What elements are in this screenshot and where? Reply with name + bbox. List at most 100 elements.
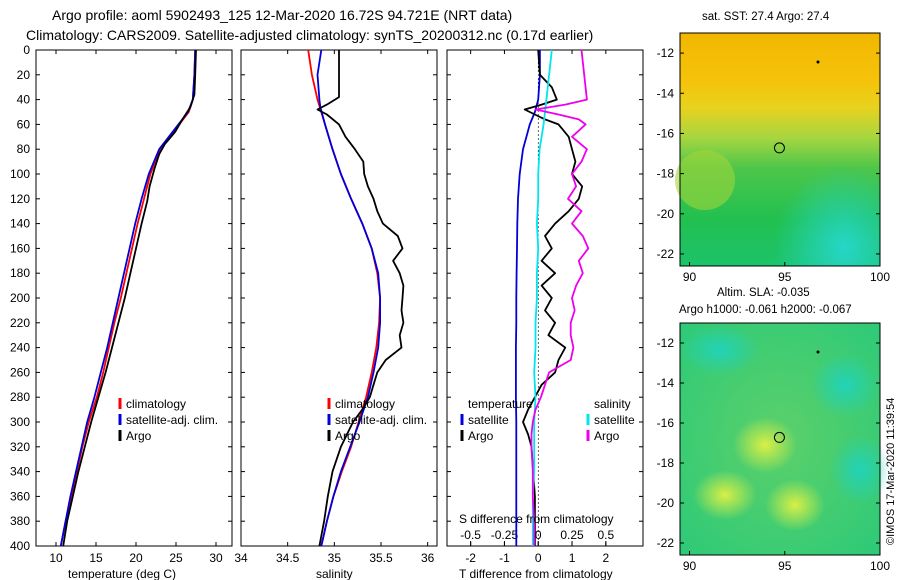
- temperature-legend: climatology satellite-adj. clim. Argo: [118, 397, 218, 443]
- depth-tick-label: 280: [10, 390, 30, 404]
- panel-temperature-frame: [35, 49, 233, 547]
- map-y-tick-label: -16: [657, 126, 675, 140]
- map-y-tick-label: -22: [657, 536, 675, 550]
- depth-tick-label: 40: [17, 93, 31, 107]
- map-y-tick-label: -18: [657, 456, 675, 470]
- temperature-argo-line: [62, 49, 197, 547]
- panel-temperature: 0204060801001201401601802002202402602803…: [10, 43, 643, 580]
- depth-tick-label: 140: [10, 217, 30, 231]
- salinity-xlabel: salinity: [316, 567, 353, 580]
- difference-salinity-satellite-line: [531, 49, 553, 546]
- x-tick-label: 15: [89, 551, 103, 565]
- legend-salinity-heading: salinity: [594, 397, 631, 411]
- sla-map: Altim. SLA: -0.035 Argo h1000: -0.061 h2…: [657, 287, 891, 573]
- temperature-satellite-adj-clim--line: [59, 49, 197, 547]
- map-y-tick-label: -22: [657, 247, 675, 261]
- x-tick-label: 30: [209, 551, 223, 565]
- map-x-tick-label: 100: [870, 559, 890, 573]
- salinity-argo-line: [316, 50, 405, 547]
- x-tick-label: 35: [328, 551, 342, 565]
- x-tick-label: 35.5: [369, 551, 393, 565]
- difference-legend: temperature satellite Argo salinity sate…: [460, 397, 635, 443]
- depth-tick-label: 200: [10, 291, 30, 305]
- depth-tick-label: 120: [10, 192, 30, 206]
- sla-map-subtitle: Argo h1000: -0.061 h2000: -0.067: [679, 304, 852, 316]
- legend-climatology-label: climatology: [126, 397, 186, 411]
- legend-t-satellite-label: satellite: [468, 413, 509, 427]
- sst-map-island: [816, 60, 820, 64]
- x-tick-label: 34: [234, 551, 248, 565]
- panel-difference: -2 -1 0 1 2 -0.5 -0.25 0 0.25 0.5 T difference f…: [446, 49, 644, 580]
- salinity-satellite-adj-clim--line: [316, 49, 382, 547]
- map-y-tick-label: -14: [657, 86, 675, 100]
- sst-map-frame: [679, 32, 881, 267]
- map-x-tick-label: 95: [778, 559, 792, 573]
- legend-t-argo-label: Argo: [468, 429, 494, 443]
- s-tick-label: -0.25: [491, 528, 519, 542]
- legend-temperature-heading: temperature: [468, 397, 533, 411]
- sla-map-field-blob: [733, 417, 797, 473]
- sla-map-field-blob: [680, 325, 760, 375]
- temperature-x-axis: 10 15 20 25 30: [49, 50, 223, 565]
- difference-xlabel: T difference from climatology: [459, 567, 613, 580]
- salinity-climatology-line: [307, 49, 382, 547]
- legend-argo-label: Argo: [335, 429, 361, 443]
- difference-x-axis: -2 -1 0 1 2: [465, 50, 609, 565]
- depth-tick-label: 220: [10, 316, 30, 330]
- imos-credit: ©IMOS 17-Mar-2020 11:39:54: [885, 398, 897, 545]
- depth-tick-label: 380: [10, 514, 30, 528]
- sst-map-axes: -12 -14 -16 -18 -20 -22 90 95 100: [657, 46, 891, 284]
- map-y-tick-label: -12: [657, 336, 675, 350]
- depth-tick-label: 340: [10, 465, 30, 479]
- sla-map-frame: [679, 322, 881, 556]
- x-tick-label: 1: [569, 551, 576, 565]
- sla-map-title: Altim. SLA: -0.035: [717, 287, 810, 299]
- depth-tick-label: 180: [10, 266, 30, 280]
- legend-argo-label: Argo: [126, 429, 152, 443]
- sla-map-field-blob: [693, 470, 757, 520]
- map-y-tick-label: -18: [657, 167, 675, 181]
- legend-satellite-label: satellite-adj. clim.: [126, 413, 218, 427]
- difference-salinity-argo-line: [530, 49, 590, 546]
- map-x-tick-label: 90: [683, 270, 697, 284]
- map-y-tick-label: -16: [657, 416, 675, 430]
- depth-tick-label: 260: [10, 365, 30, 379]
- depth-axis: 0 20 40 60 80 100 120 140 160 180 200 220 240 260 280 3…: [10, 43, 643, 553]
- panel-salinity: 34 34.5 35 35.5 36 salinity climatology sate…: [234, 49, 438, 580]
- sla-map-field-blob: [830, 435, 890, 505]
- panel-difference-frame: [446, 49, 644, 547]
- depth-tick-label: 320: [10, 440, 30, 454]
- map-y-tick-label: -20: [657, 496, 675, 510]
- figure-title-line1: Argo profile: aoml 5902493_125 12-Mar-20…: [52, 7, 512, 23]
- sla-map-float-marker: [773, 431, 785, 443]
- x-tick-label: 10: [49, 551, 63, 565]
- x-tick-label: 2: [602, 551, 609, 565]
- salinity-legend: climatology satellite-adj. clim. Argo: [327, 397, 427, 443]
- legend-satellite-label: satellite-adj. clim.: [335, 413, 427, 427]
- map-x-tick-label: 90: [683, 559, 697, 573]
- x-tick-label: 34.5: [276, 551, 300, 565]
- map-y-tick-label: -14: [657, 376, 675, 390]
- x-tick-label: 25: [169, 551, 183, 565]
- depth-tick-label: 0: [23, 43, 30, 57]
- depth-tick-label: 60: [17, 117, 31, 131]
- map-y-tick-label: -20: [657, 207, 675, 221]
- sla-map-island: [816, 350, 820, 354]
- temperature-climatology-line: [59, 49, 197, 547]
- sst-map-float-marker: [773, 142, 785, 154]
- sla-map-field-blob: [810, 353, 880, 417]
- sst-map-field-patch: [675, 150, 735, 210]
- map-x-tick-label: 100: [870, 270, 890, 284]
- sst-map-field-cyan: [680, 33, 880, 266]
- sst-map-title: sat. SST: 27.4 Argo: 27.4: [702, 11, 830, 23]
- map-x-tick-label: 95: [778, 270, 792, 284]
- legend-s-satellite-label: satellite: [594, 413, 635, 427]
- s-tick-label: 0.5: [597, 528, 614, 542]
- depth-tick-label: 400: [10, 539, 30, 553]
- depth-tick-label: 20: [17, 68, 31, 82]
- salinity-difference-axis: -0.5 -0.25 0 0.25 0.5: [460, 50, 614, 546]
- depth-tick-label: 360: [10, 489, 30, 503]
- sst-map: sat. SST: 27.4 Argo: 27.4 -12 -14 -16 -18 -2…: [657, 11, 891, 284]
- depth-tick-label: 100: [10, 167, 30, 181]
